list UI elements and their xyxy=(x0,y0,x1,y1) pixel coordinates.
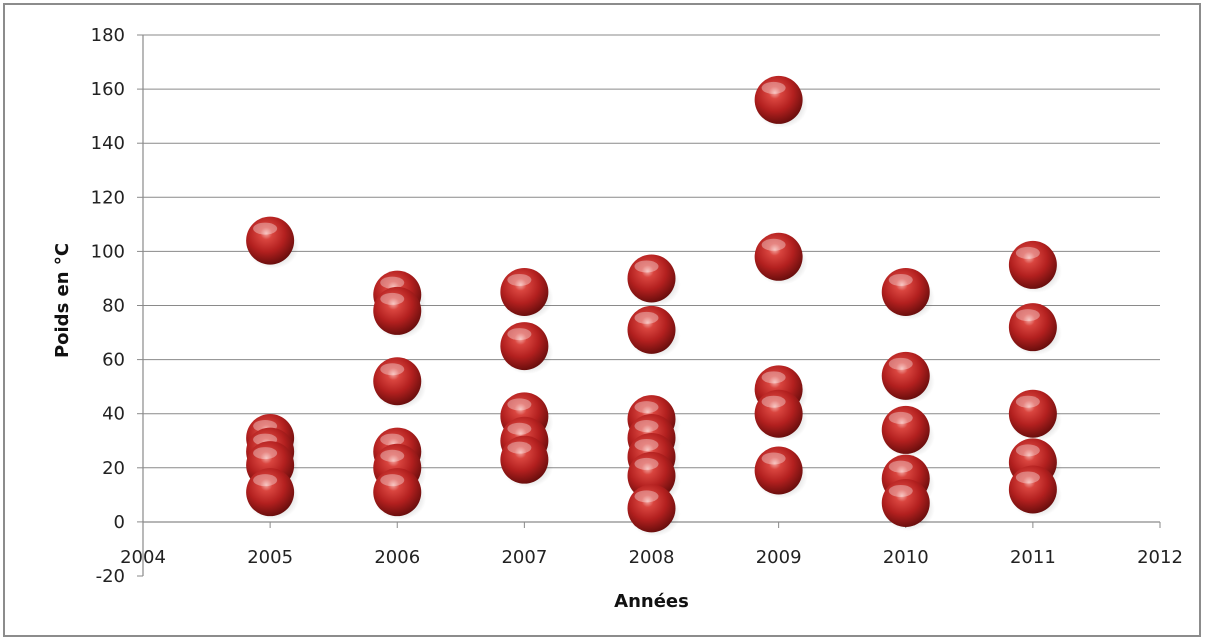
y-tick-label: 0 xyxy=(114,512,125,533)
y-tick-label: 40 xyxy=(102,404,125,425)
data-point xyxy=(246,468,300,521)
x-tick-label: 2009 xyxy=(756,547,802,568)
data-point xyxy=(1008,240,1062,293)
data-point xyxy=(373,357,427,410)
y-tick-label: 80 xyxy=(102,296,125,317)
data-point xyxy=(500,435,554,488)
data-points xyxy=(246,75,1062,537)
data-point xyxy=(881,267,935,320)
y-tick-label: 180 xyxy=(91,25,125,46)
x-tick-label: 2006 xyxy=(374,547,420,568)
x-tick-label: 2004 xyxy=(120,547,166,568)
data-point xyxy=(754,389,808,442)
y-tick-label: 20 xyxy=(102,458,125,479)
chart-frame xyxy=(3,3,1201,637)
y-axis-title: Poids en °C xyxy=(52,243,73,358)
x-tick-label: 2007 xyxy=(501,547,547,568)
data-point xyxy=(1008,303,1062,356)
data-point xyxy=(1008,389,1062,442)
data-point xyxy=(627,484,681,537)
data-point xyxy=(881,478,935,531)
y-tick-label: 160 xyxy=(91,79,125,100)
x-tick-label: 2012 xyxy=(1137,547,1183,568)
x-tick-label: 2005 xyxy=(247,547,293,568)
data-point xyxy=(627,254,681,307)
y-tick-label: -20 xyxy=(96,566,125,587)
data-point xyxy=(500,267,554,320)
data-point xyxy=(246,216,300,269)
x-tick-label: 2011 xyxy=(1010,547,1056,568)
data-point xyxy=(754,446,808,499)
data-point xyxy=(881,351,935,404)
data-point xyxy=(881,405,935,458)
data-point xyxy=(500,322,554,375)
data-point xyxy=(373,286,427,339)
y-tick-label: 60 xyxy=(102,350,125,371)
y-tick-label: 100 xyxy=(91,241,125,262)
data-point xyxy=(754,75,808,128)
y-tick-label: 140 xyxy=(91,133,125,154)
x-tick-label: 2010 xyxy=(883,547,929,568)
data-point xyxy=(754,232,808,285)
data-point xyxy=(1008,465,1062,518)
data-point xyxy=(373,468,427,521)
x-tick-label: 2008 xyxy=(629,547,675,568)
data-point xyxy=(627,305,681,358)
x-axis-title: Années xyxy=(614,591,689,612)
y-tick-label: 120 xyxy=(91,187,125,208)
